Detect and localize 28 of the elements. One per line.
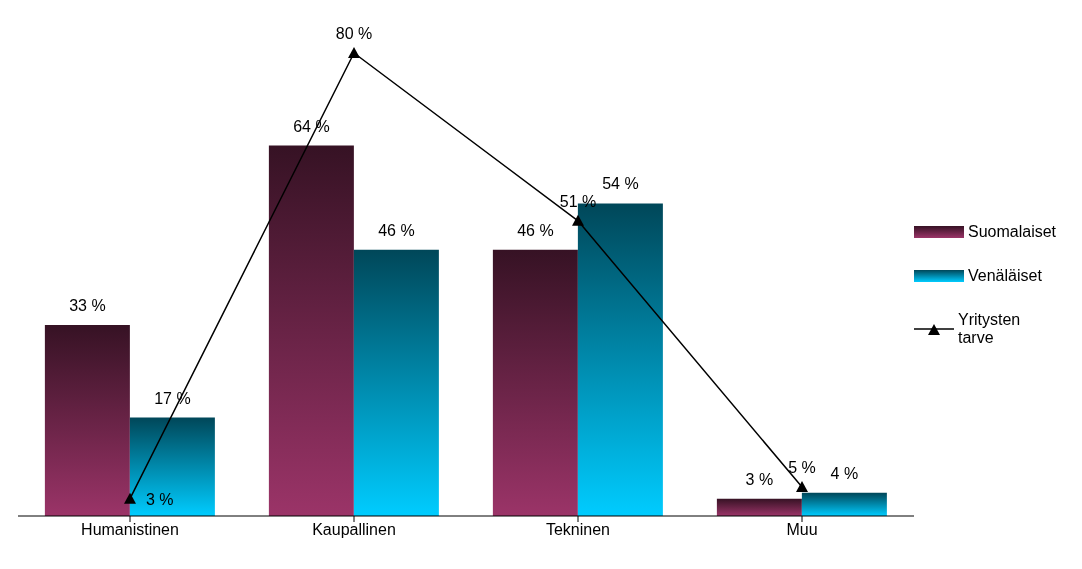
data-label: 33 % [69, 297, 106, 315]
point [572, 214, 584, 226]
point [348, 47, 360, 58]
data-label: 54 % [602, 175, 639, 193]
x-tick-label: Muu [786, 521, 818, 539]
x-tick-label: Humanistinen [81, 521, 179, 539]
data-label: 3 % [745, 470, 774, 488]
point [796, 481, 808, 493]
data-label: 46 % [378, 221, 415, 239]
bar [716, 498, 802, 516]
data-label: 64 % [293, 117, 330, 135]
x-tick-label: Kaupallinen [312, 521, 396, 539]
legend-label: Venäläiset [968, 266, 1043, 285]
bar [492, 249, 578, 516]
data-label: 5 % [788, 459, 816, 477]
legend-label: Yritysten tarve [958, 310, 1022, 347]
point [124, 492, 136, 504]
bar [268, 145, 354, 516]
bar [44, 325, 130, 516]
bar [129, 417, 215, 516]
data-label: 3 % [146, 490, 174, 508]
bar [353, 249, 439, 516]
data-label: 4 % [830, 464, 859, 482]
data-label: 80 % [335, 25, 373, 42]
legend-label: Suomalaiset [968, 222, 1058, 241]
bar [801, 492, 887, 516]
x-tick-label: Tekninen [545, 521, 611, 539]
data-label: 46 % [517, 221, 554, 239]
